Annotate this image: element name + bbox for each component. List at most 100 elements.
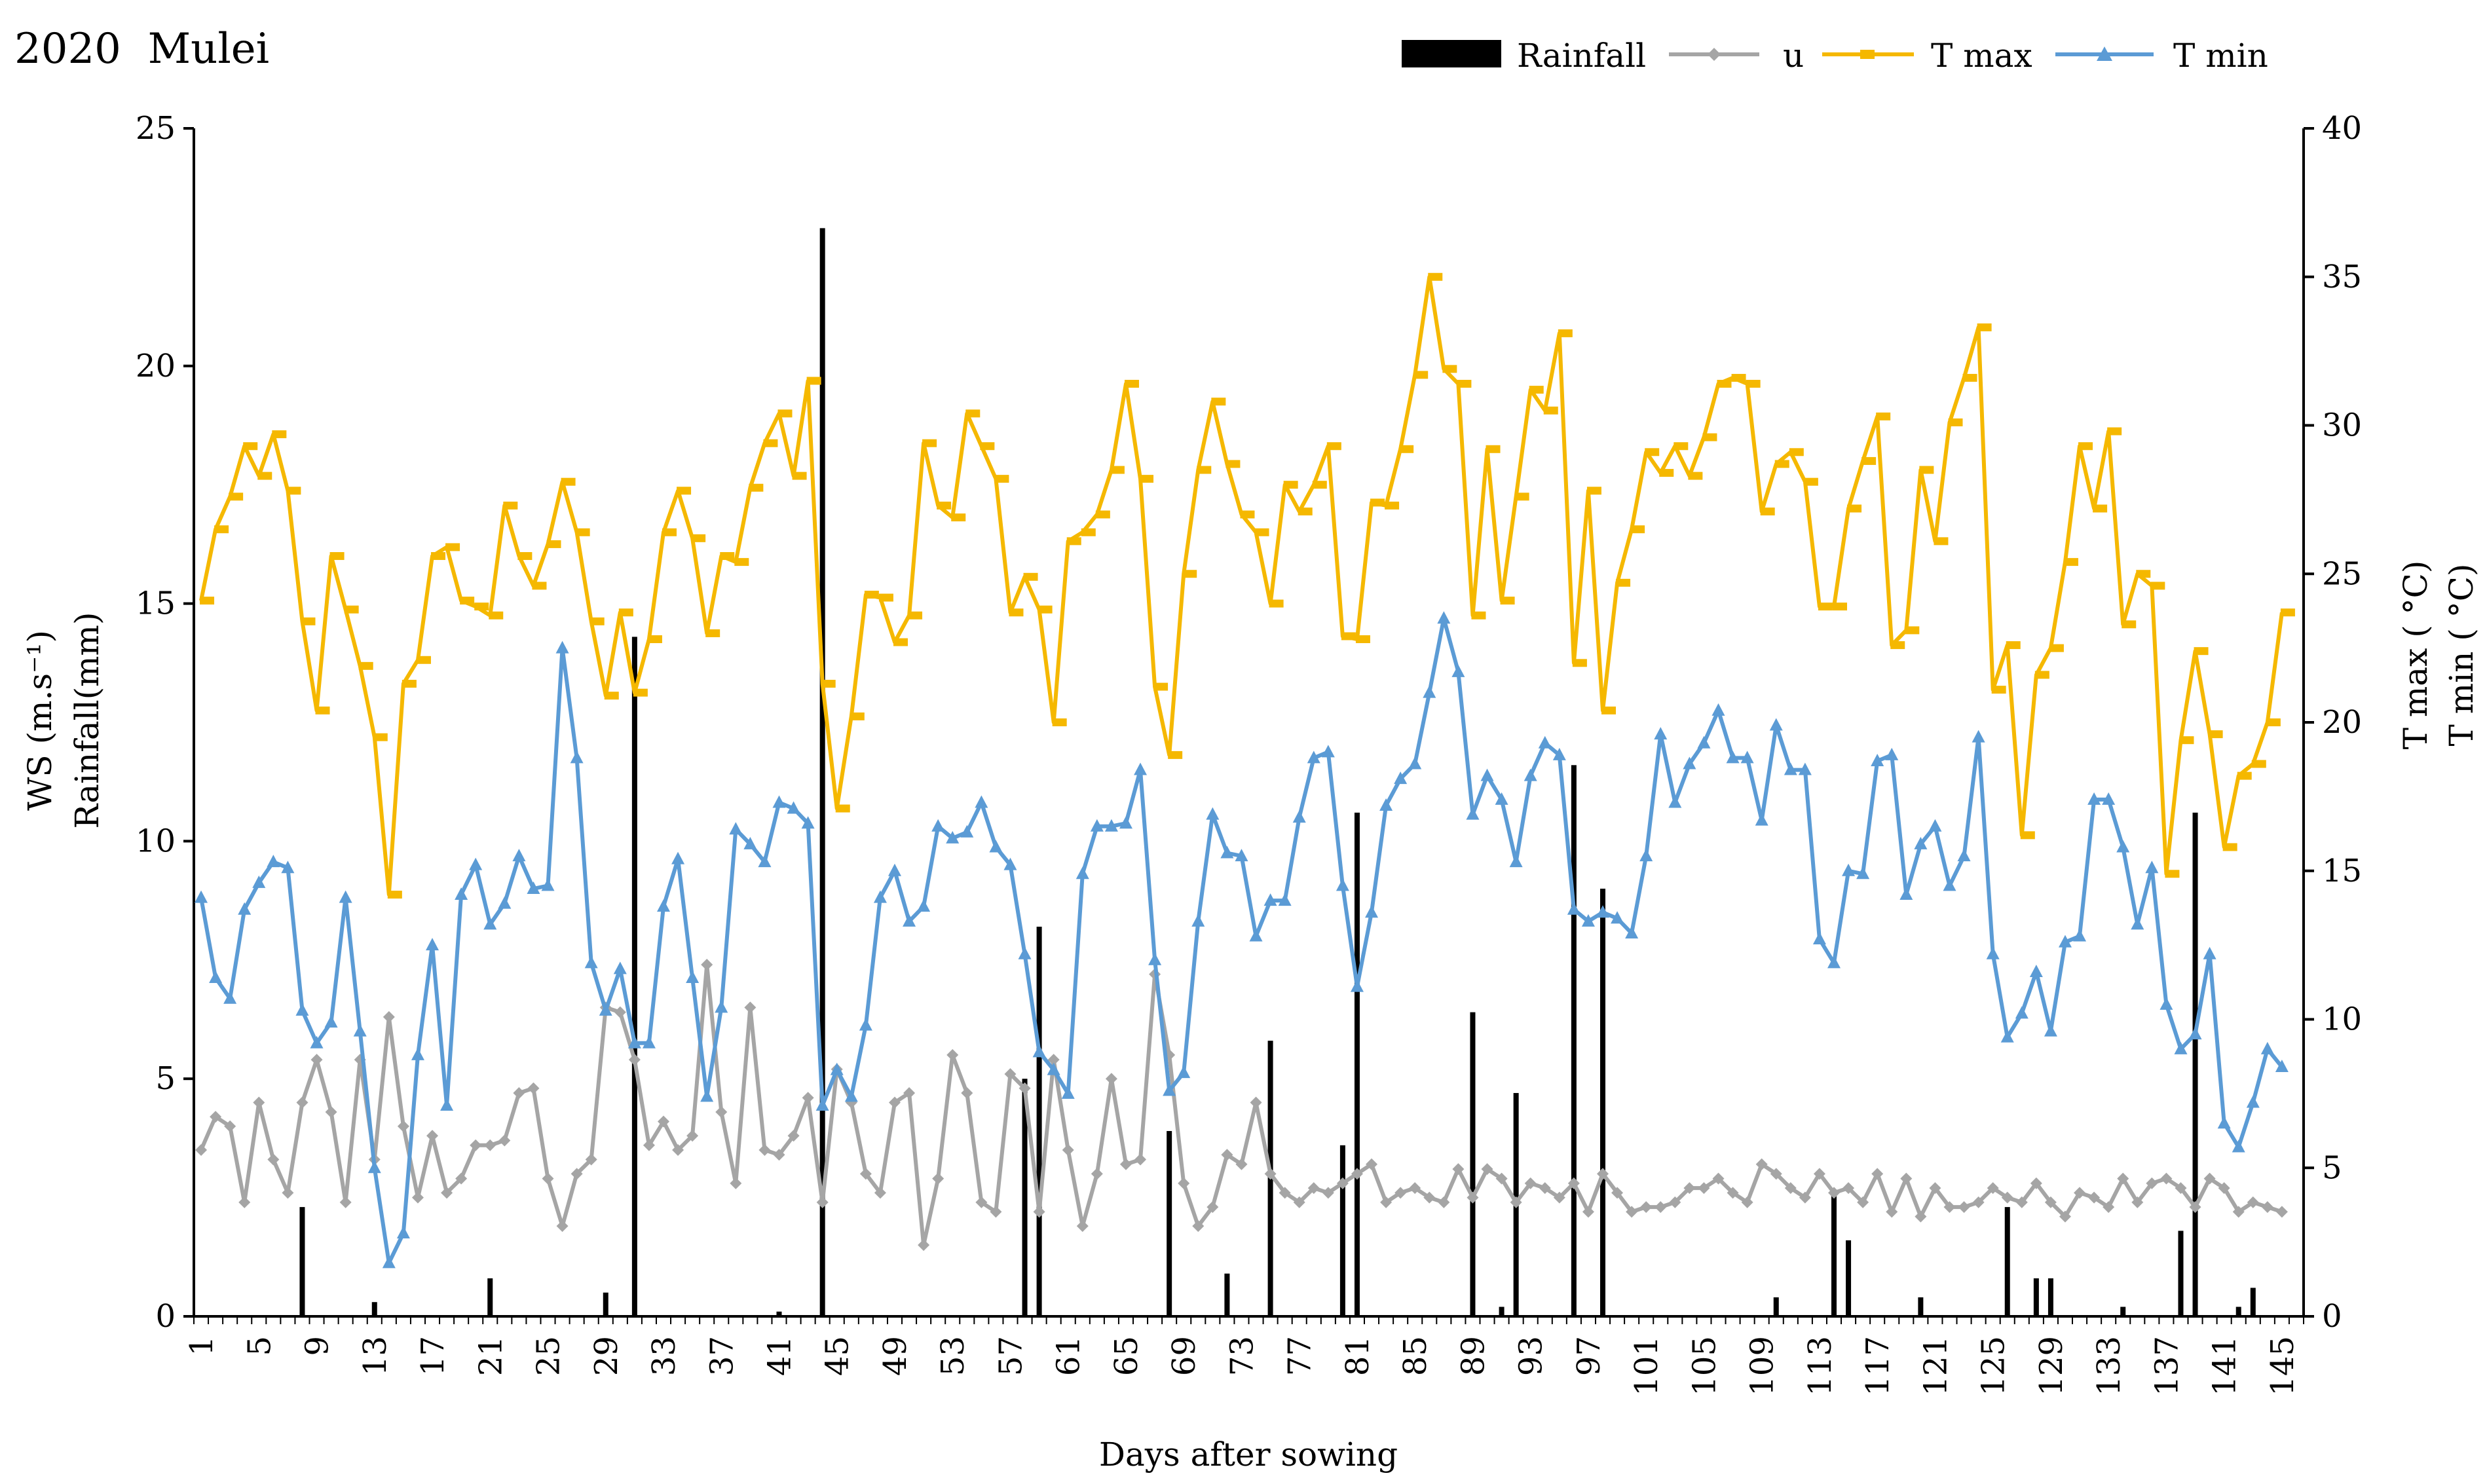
tmax-marker bbox=[647, 635, 662, 644]
tmax-marker bbox=[893, 638, 908, 646]
u-marker bbox=[2189, 1201, 2201, 1214]
tmin-marker bbox=[469, 857, 483, 870]
right-y-tick-label: 40 bbox=[2322, 110, 2362, 147]
tmin-marker bbox=[498, 896, 512, 909]
rainfall-bar bbox=[1167, 1131, 1172, 1316]
tmax-marker bbox=[272, 430, 287, 439]
tmax-marker bbox=[1370, 498, 1385, 507]
tmax-marker bbox=[1038, 605, 1053, 614]
u-marker bbox=[1409, 1182, 1421, 1195]
tmin-marker bbox=[1552, 747, 1566, 760]
right-y-tick-label: 20 bbox=[2322, 704, 2362, 741]
u-marker bbox=[1987, 1182, 1999, 1195]
x-tick-label: 33 bbox=[646, 1336, 683, 1376]
tmin-marker bbox=[830, 1062, 844, 1075]
u-marker bbox=[1900, 1172, 1913, 1185]
x-tick-label: 57 bbox=[992, 1336, 1029, 1376]
u-marker bbox=[383, 1011, 395, 1023]
legend-u-label: u bbox=[1783, 37, 1804, 75]
u-marker bbox=[1524, 1177, 1537, 1189]
x-tick-label: 21 bbox=[472, 1336, 509, 1376]
tmin-marker bbox=[671, 851, 685, 864]
x-tick-label: 5 bbox=[241, 1336, 278, 1356]
x-tick-label: 77 bbox=[1282, 1336, 1318, 1376]
tmin-marker bbox=[570, 751, 584, 764]
tmin-marker bbox=[1163, 1083, 1176, 1096]
u-marker bbox=[1047, 1054, 1060, 1066]
rainfall-bar bbox=[487, 1278, 493, 1316]
tmax-marker bbox=[575, 528, 590, 536]
tmax-marker bbox=[229, 492, 244, 501]
rainfall-bar bbox=[603, 1292, 608, 1316]
u-marker bbox=[1467, 1191, 1479, 1204]
right-y-tick-label: 10 bbox=[2322, 1001, 2362, 1038]
tmax-marker bbox=[2165, 870, 2180, 878]
tmax-marker bbox=[1283, 481, 1298, 489]
tmin-marker bbox=[411, 1047, 424, 1060]
tmin-marker bbox=[1278, 893, 1292, 906]
rainfall-bar bbox=[2004, 1207, 2010, 1316]
u-marker bbox=[2131, 1196, 2144, 1208]
tmin-marker bbox=[1075, 866, 1089, 880]
tmin-marker bbox=[1812, 932, 1826, 945]
tmax-marker bbox=[1514, 492, 1529, 501]
u-marker bbox=[513, 1086, 525, 1099]
u-marker bbox=[2175, 1182, 2187, 1195]
tmax-marker bbox=[821, 680, 836, 688]
u-marker bbox=[542, 1172, 554, 1185]
u-marker bbox=[1438, 1196, 1450, 1208]
tmax-marker bbox=[604, 692, 619, 700]
tmax-marker bbox=[1688, 472, 1703, 480]
tmax-marker bbox=[1962, 373, 1977, 382]
tmax-marker bbox=[850, 712, 865, 720]
tmax-marker bbox=[1066, 537, 1081, 546]
right-y-tick-label: 35 bbox=[2322, 259, 2362, 295]
tmax-marker bbox=[1009, 608, 1024, 617]
rainfall-bar bbox=[1470, 1012, 1476, 1316]
tmin-marker bbox=[440, 1098, 454, 1111]
u-marker bbox=[1669, 1196, 1681, 1208]
rainfall-bar bbox=[299, 1207, 305, 1316]
tmin-marker bbox=[1899, 887, 1913, 900]
u-marker bbox=[773, 1149, 785, 1161]
tmin-marker bbox=[2044, 1024, 2057, 1037]
tmax-marker bbox=[777, 409, 793, 418]
tmin-marker bbox=[1596, 905, 1610, 918]
u-marker bbox=[1134, 1153, 1147, 1166]
u-marker bbox=[628, 1054, 641, 1066]
tmin-marker bbox=[1885, 747, 1899, 760]
right-y-tick-label: 30 bbox=[2322, 407, 2362, 444]
tmax-marker bbox=[2093, 504, 2108, 513]
rainfall-bar bbox=[631, 637, 637, 1316]
tmin-marker bbox=[382, 1255, 396, 1269]
tmin-marker bbox=[772, 795, 786, 808]
tmax-marker bbox=[431, 552, 446, 561]
u-marker bbox=[484, 1139, 496, 1151]
x-tick-label: 97 bbox=[1571, 1336, 1607, 1376]
tmax-marker bbox=[835, 804, 850, 813]
tmax-marker bbox=[1616, 578, 1631, 587]
rainfall-bar bbox=[1036, 927, 1042, 1316]
rainfall-bar bbox=[1571, 765, 1577, 1316]
x-tick-label: 113 bbox=[1802, 1336, 1839, 1396]
tmin-marker bbox=[426, 938, 439, 951]
tmin-marker bbox=[2174, 1041, 2188, 1054]
x-tick-label: 85 bbox=[1397, 1336, 1434, 1376]
rainfall-bar bbox=[1918, 1297, 1924, 1316]
tmax-marker bbox=[1861, 456, 1877, 465]
tmax-marker bbox=[994, 475, 1009, 483]
tmin-marker bbox=[339, 890, 352, 903]
tmax-marker bbox=[2049, 644, 2064, 652]
u-marker bbox=[888, 1096, 901, 1109]
rainfall-bar bbox=[1022, 1079, 1028, 1316]
tmin-marker bbox=[859, 1018, 872, 1031]
u-marker bbox=[1915, 1210, 1927, 1223]
tmin-marker bbox=[2000, 1030, 2014, 1043]
u-marker bbox=[1727, 1187, 1739, 1199]
tmax-marker bbox=[1153, 682, 1169, 691]
tmax-marker bbox=[806, 377, 821, 385]
rainfall-bar bbox=[2250, 1288, 2256, 1316]
right-y-tick-label: 5 bbox=[2322, 1149, 2342, 1186]
tmax-marker bbox=[1717, 380, 1732, 388]
tmax-marker bbox=[2150, 582, 2165, 590]
